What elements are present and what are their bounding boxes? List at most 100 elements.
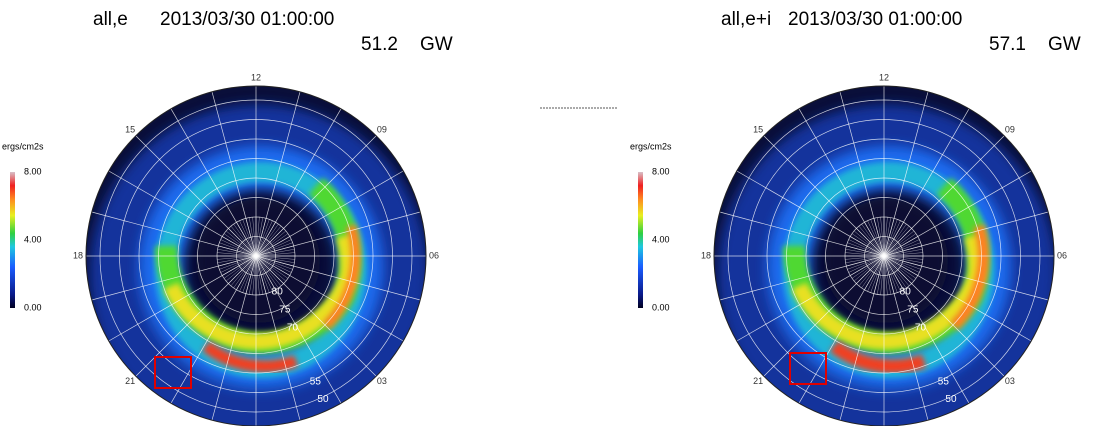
grid-radial-inner [220,239,257,257]
grid-radial-inner [255,255,273,292]
grid-radial-inner [255,239,292,257]
grid-radial-inner [255,220,273,257]
lat-label: 50 [945,394,957,405]
mlt-label: 12 [251,72,261,82]
grid-radial-inner [883,255,915,282]
grid-radial-inner [858,255,885,287]
grid-radial-inner [883,255,901,292]
grid-radial-inner [225,230,257,257]
mlt-label: 06 [429,250,439,260]
grid-radial-inner [846,255,885,267]
grid-radial-inner [255,230,287,257]
mlt-label: 21 [125,376,135,386]
oval-orange [949,224,990,331]
grid-radial-inner [845,255,885,260]
grid-radial-inner [883,255,912,284]
grid-radial-inner [883,255,904,290]
grid-radial-inner [255,255,289,279]
grid-radial-inner [236,222,257,257]
colorbar-tick-label: 0.00 [652,302,670,312]
outer-glow [89,104,426,426]
grid-radial-inner [255,236,290,257]
mlt-label: 09 [377,125,387,135]
oval-red [829,340,927,374]
grid-radial-inner [222,236,257,257]
lat-label: 55 [938,376,950,387]
grid-radial-inner [873,255,885,294]
grid-radial-inner [219,242,257,257]
grid-radial-inner [249,255,257,295]
grid-radial-inner [880,217,885,257]
grid-radial-inner [883,255,891,295]
grid-radial-inner [255,255,295,260]
grid-radial-inner [883,228,912,257]
grid-radial-inner [883,255,910,287]
grid-radial-inner [883,255,917,279]
grid-radial-inner [883,236,918,257]
colorbar [10,172,15,308]
polar-plot [714,86,1054,426]
panels: all,e 2013/03/30 01:00:00 51.2 GW ergs/cm2s 8… [2,9,1081,426]
grid-radial-inner [239,220,257,257]
grid-radial-inner [883,219,898,257]
grid-radial-inner [880,255,885,295]
lat-label: 80 [272,287,284,298]
grid-radial-inner [252,217,257,257]
grid-radial-inner [255,255,276,290]
colorbar-tick-label: 8.00 [24,166,42,176]
grid-radial-inner [847,255,885,270]
grid-radial-inner [883,255,920,273]
grid-radial-inner [867,255,885,292]
grid-radial-inner [883,255,907,289]
grid-radial-inner [883,217,888,257]
grid-radial-inner [255,255,292,273]
grid-radial-inner [252,255,257,295]
highlight-box [154,356,192,389]
grid-radial-inner [255,255,295,263]
grid-radial-inner [217,255,257,260]
grid-radial-inner [255,223,279,257]
grid-radial-inner [883,218,895,257]
grid-radial-inner [236,255,257,290]
grid-radial-inner [255,255,270,293]
grid-radial-inner [255,255,282,287]
lat-label: 50 [317,394,329,405]
grid-radial-inner [883,225,910,257]
grid-radial-inner [230,225,257,257]
grid-radial-inner [883,252,923,257]
mlt-label: 03 [1005,376,1015,386]
lat-label: 75 [279,304,291,315]
grid-radial-inner [867,220,885,257]
grid-radial-inner [233,255,257,289]
mlt-label: 15 [753,125,763,135]
grid-radial-inner [883,255,921,270]
grid-radial-inner [883,220,901,257]
grid-radial-inner [861,223,885,257]
grid-radial-inner [223,233,257,257]
grid-radial-inner [858,225,885,257]
grid-radial-inner [883,222,904,257]
grid-radial-inner [242,255,257,293]
grid-radial-inner [883,255,918,276]
grid-radial-inner [883,255,898,293]
grid-radial-inner [856,228,885,257]
mlt-label: 18 [73,250,83,260]
grid-radial-inner [853,230,885,257]
grid-radial-inner [883,255,923,260]
grid-radial-inner [846,245,885,257]
highlight-box [789,352,827,385]
grid-radial-inner [851,255,885,279]
oval-yellow [163,233,357,350]
mlt-label: 15 [125,125,135,135]
power-value: 57.1 [989,34,1026,55]
mlt-label: 18 [701,250,711,260]
grid-radial-inner [255,233,289,257]
grid-radial-inner [255,242,293,257]
grid-radial-inner [853,255,885,282]
grid-radial-inner [845,249,885,257]
grid-radial-inner [883,255,888,295]
grid-radial-inner [217,249,257,257]
grid-radial-inner [856,255,885,284]
